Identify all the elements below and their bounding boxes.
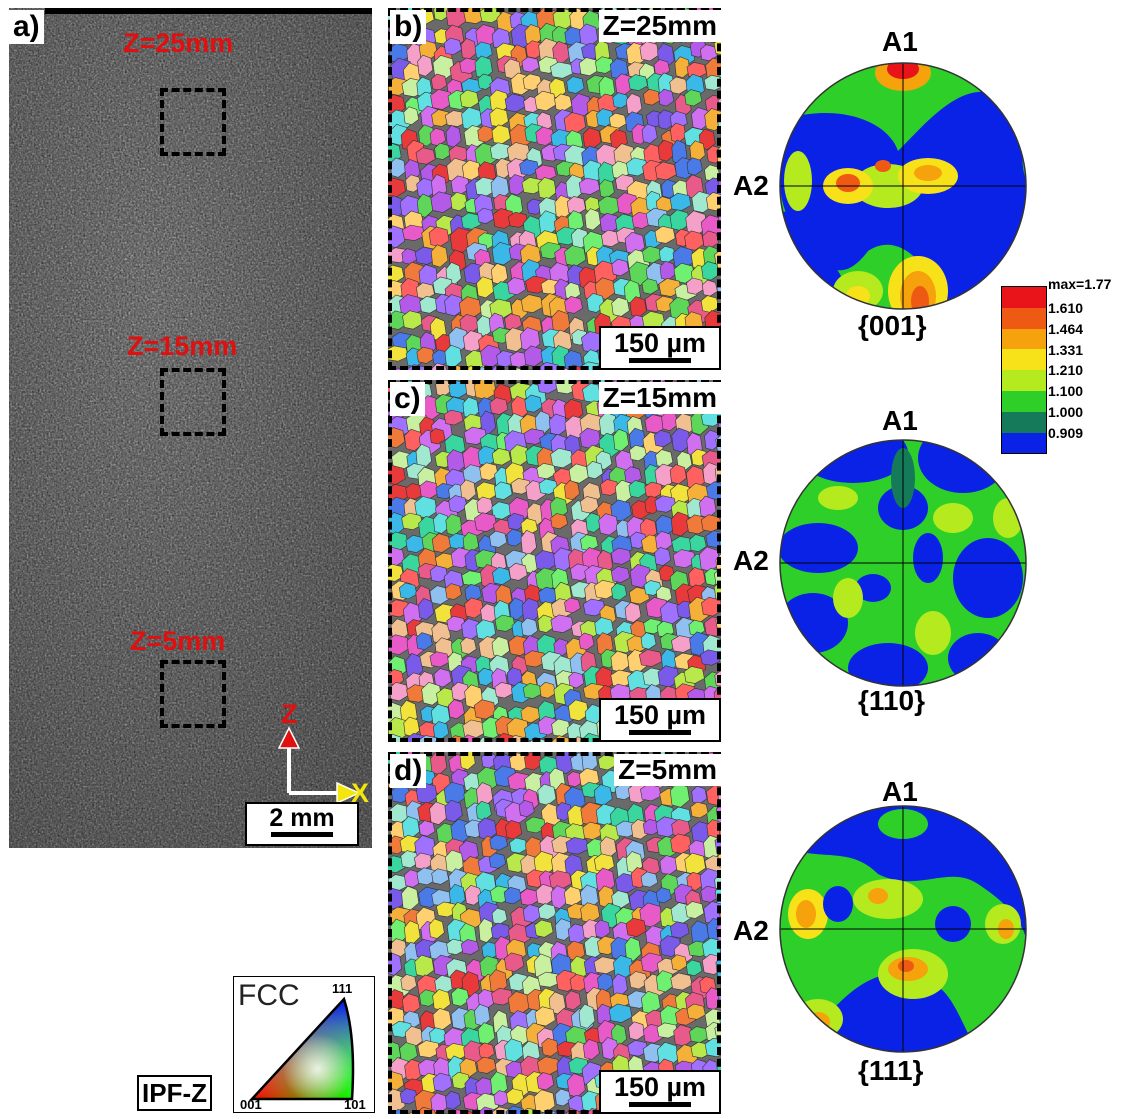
colorbar-tick-label: 1.610 xyxy=(1048,298,1083,319)
pole-figure-110 xyxy=(778,438,1028,688)
colorbar-tick-label: 1.331 xyxy=(1048,340,1083,361)
ebsd-map-b: b) Z=25mm 150 µm xyxy=(388,8,721,370)
map-b-scale-label: 150 µm xyxy=(601,328,719,358)
panel-d-label: d) xyxy=(390,754,426,788)
map-d-scale-bar: 150 µm xyxy=(599,1070,721,1114)
panel-a-label: a) xyxy=(9,10,44,44)
colorbar-tick-label: 0.909 xyxy=(1048,423,1083,444)
map-c-scale-line xyxy=(629,730,691,735)
macrograph-panel: a) Z=25mm Z=15mm Z=5mm Z X 2 mm xyxy=(9,8,372,848)
panel-b-label: b) xyxy=(390,10,426,44)
pf-111-a2-label: A2 xyxy=(733,915,769,947)
ipf-corner-001: 001 xyxy=(240,1097,262,1112)
pf-110-a1-label: A1 xyxy=(882,405,918,437)
pf-001-a1-label: A1 xyxy=(882,26,918,58)
region-label-z25: Z=25mm xyxy=(123,28,233,59)
map-c-z-label: Z=15mm xyxy=(599,382,721,414)
region-label-z5: Z=5mm xyxy=(130,626,225,657)
pf-110-plane-label: {110} xyxy=(858,685,925,717)
macro-scale-bar: 2 mm xyxy=(245,802,359,846)
map-d-scale-label: 150 µm xyxy=(601,1072,719,1102)
map-b-z-label: Z=25mm xyxy=(599,10,721,42)
axis-z-label: Z xyxy=(281,699,298,730)
ipf-corner-111: 111 xyxy=(332,981,352,996)
macro-scale-line xyxy=(271,832,333,837)
colorbar-swatch xyxy=(1002,287,1046,308)
colorbar-max-label: max=1.77 xyxy=(1048,276,1111,292)
map-c-scale-bar: 150 µm xyxy=(599,698,721,742)
colorbar-swatch xyxy=(1002,412,1046,433)
ebsd-map-c: c) Z=15mm 150 µm xyxy=(388,380,721,742)
colorbar-tick-label: 1.210 xyxy=(1048,360,1083,381)
ipf-color-triangle xyxy=(234,977,374,1112)
map-dashed-border xyxy=(388,380,721,742)
colorbar-swatches xyxy=(1001,286,1047,454)
map-d-z-label: Z=5mm xyxy=(614,754,721,786)
colorbar-tick-label: 1.464 xyxy=(1048,319,1083,340)
region-box-z5 xyxy=(160,660,226,728)
colorbar-swatch xyxy=(1002,433,1046,454)
map-c-scale-label: 150 µm xyxy=(601,700,719,730)
map-b-scale-line xyxy=(629,358,691,363)
pf-110-a2-label: A2 xyxy=(733,545,769,577)
colorbar-swatch xyxy=(1002,329,1046,350)
ipf-legend-box: FCC 111 001 101 xyxy=(233,976,375,1113)
macro-scale-label: 2 mm xyxy=(247,804,357,832)
ipf-corner-101: 101 xyxy=(344,1097,366,1112)
region-box-z15 xyxy=(160,368,226,436)
colorbar-tick-label: 1.100 xyxy=(1048,381,1083,402)
colorbar-swatch xyxy=(1002,349,1046,370)
ipf-z-label: IPF-Z xyxy=(137,1075,212,1111)
map-dashed-border xyxy=(388,752,721,1114)
region-label-z15: Z=15mm xyxy=(127,331,237,362)
pf-111-plane-label: {111} xyxy=(858,1055,923,1087)
map-dashed-border xyxy=(388,8,721,370)
ebsd-map-d: d) Z=5mm 150 µm xyxy=(388,752,721,1114)
colorbar-swatch xyxy=(1002,370,1046,391)
map-d-scale-line xyxy=(629,1102,691,1107)
region-box-z25 xyxy=(160,88,226,156)
colorbar-tick-label: 1.000 xyxy=(1048,402,1083,423)
panel-c-label: c) xyxy=(390,382,425,416)
map-b-scale-bar: 150 µm xyxy=(599,326,721,370)
colorbar-swatch xyxy=(1002,308,1046,329)
pf-001-plane-label: {001} xyxy=(858,310,927,342)
pole-figure-001 xyxy=(778,61,1028,311)
pole-figure-111 xyxy=(778,804,1028,1054)
colorbar-swatch xyxy=(1002,391,1046,412)
pf-001-a2-label: A2 xyxy=(733,170,769,202)
